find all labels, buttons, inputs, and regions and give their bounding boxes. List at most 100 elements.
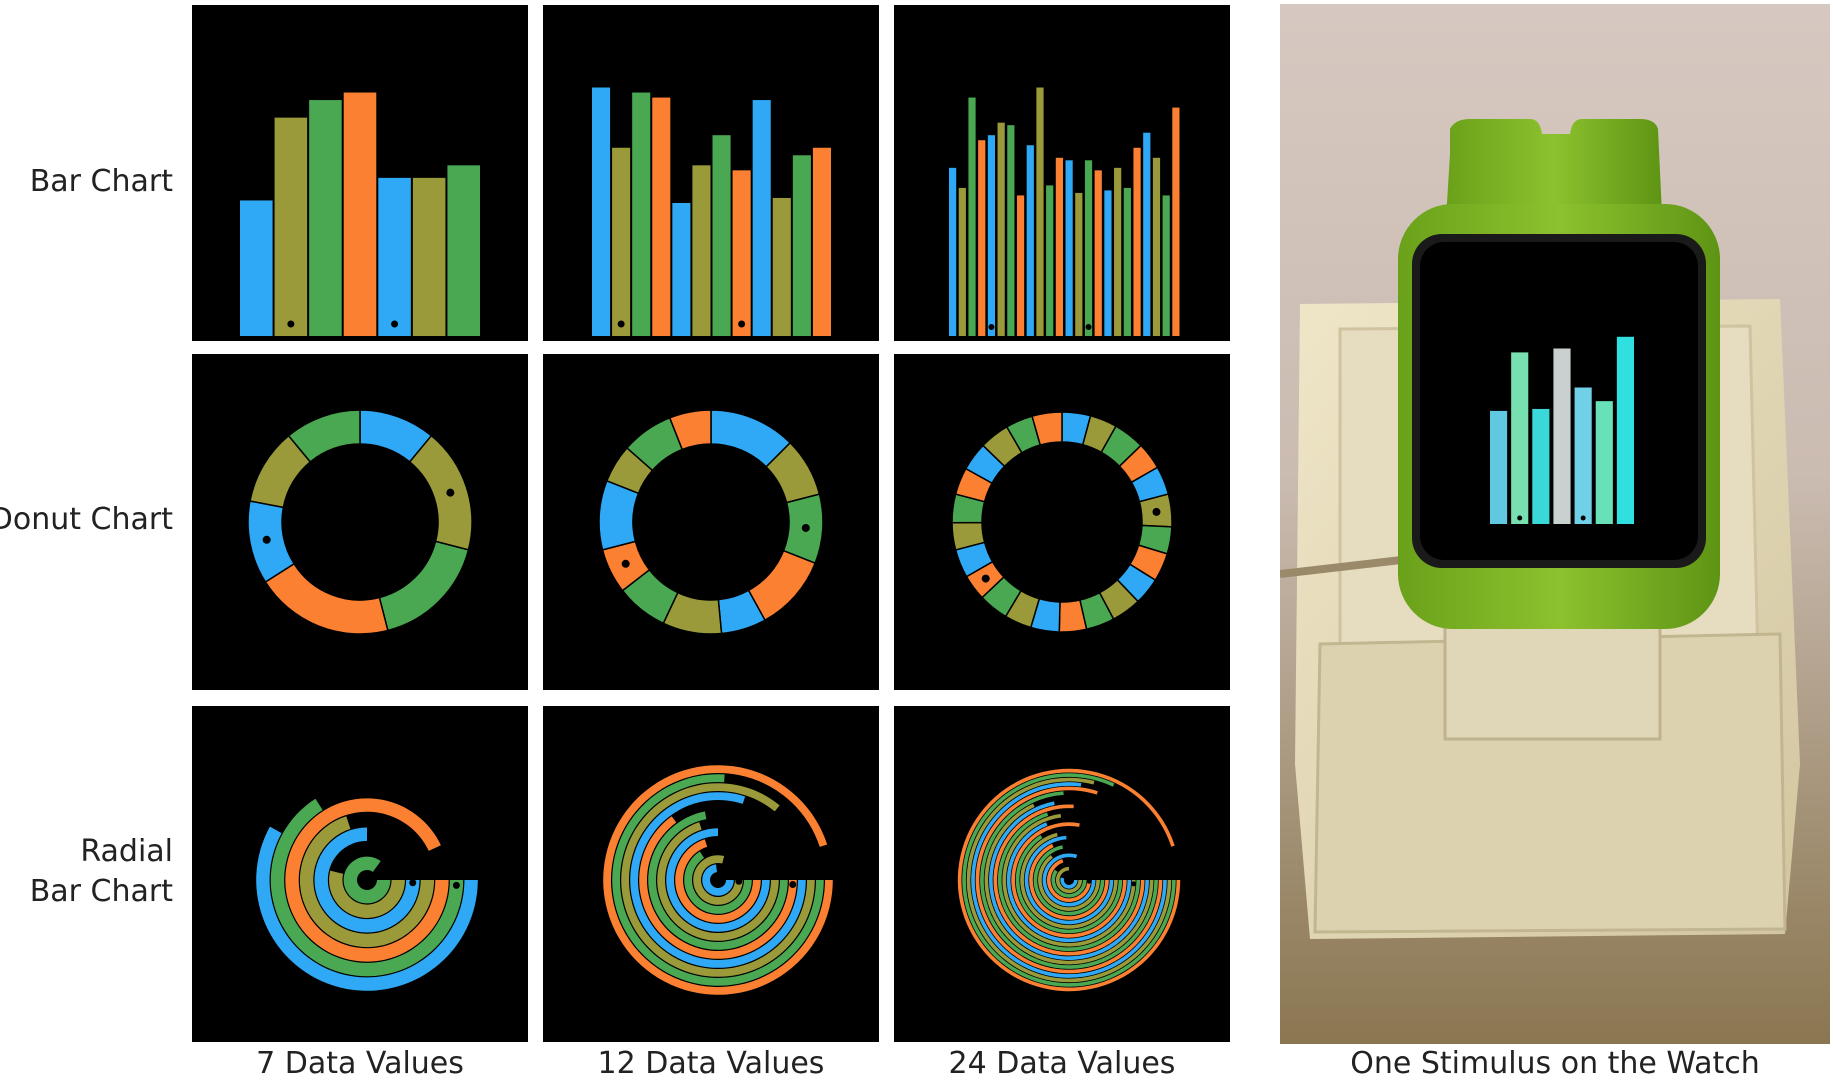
bar-9: [752, 100, 771, 336]
marker-dot: [391, 320, 399, 328]
donut-segment-3: [378, 540, 470, 632]
bar-11: [792, 155, 811, 336]
donut-chart-12: [543, 354, 879, 690]
bar-13: [1065, 160, 1073, 336]
bar-3: [632, 92, 651, 336]
marker-dot: [1131, 881, 1137, 887]
bar-7: [1007, 125, 1015, 336]
watch-chart: [1490, 336, 1634, 524]
bar-5: [672, 202, 691, 336]
watch-bar-4: [1553, 348, 1571, 524]
donut-segment-24: [1031, 411, 1063, 446]
col-label-7: 7 Data Values: [256, 1046, 464, 1081]
marker-dot: [801, 523, 810, 532]
radial-bar-2: [693, 855, 743, 905]
bar-8: [1016, 195, 1025, 336]
bar-8: [732, 170, 751, 336]
marker-dot: [452, 881, 460, 889]
watch-bar-5: [1574, 387, 1592, 524]
radial-bar-1: [343, 856, 391, 904]
marker-dot: [617, 320, 625, 328]
bar-15: [1084, 160, 1093, 336]
bar-chart-7: [192, 5, 528, 341]
radial-bar-1: [1060, 877, 1078, 889]
watch-bar-7: [1616, 336, 1634, 524]
radial-bar-2: [1055, 866, 1083, 894]
watch-caption: One Stimulus on the Watch: [1350, 1046, 1760, 1081]
bar-1: [592, 87, 611, 336]
bar-5: [987, 135, 996, 336]
bar-6: [692, 165, 711, 336]
bar-10: [1036, 87, 1044, 336]
marker-dot: [446, 488, 455, 497]
marker-dot: [1085, 324, 1092, 330]
donut-chart-24: [894, 354, 1230, 690]
marker-dot: [789, 880, 797, 888]
bar-20: [1133, 147, 1141, 336]
bar-11: [1046, 185, 1054, 336]
bar-23: [1162, 195, 1170, 336]
donut-segment-4: [264, 562, 389, 635]
col-label-12: 12 Data Values: [597, 1046, 825, 1081]
radial-bar-chart-7: [192, 706, 528, 1042]
marker-dot: [981, 574, 990, 583]
bar-1: [949, 167, 957, 336]
donut-segment-12: [668, 409, 712, 451]
radial-bar-22: [966, 777, 1172, 983]
bar-22: [1152, 157, 1161, 336]
bar-9: [1026, 145, 1034, 336]
marker-dot: [735, 877, 743, 885]
bar-4: [343, 92, 377, 336]
radial-bar-chart-12: [543, 706, 879, 1042]
charging-cable: [1280, 555, 1411, 578]
marker-dot: [1152, 507, 1161, 516]
radial-bar-1: [702, 864, 734, 896]
bar-chart-24: [894, 5, 1230, 341]
bar-6: [412, 177, 446, 336]
bar-17: [1104, 190, 1112, 336]
marker-dot: [988, 324, 995, 330]
row-label-radial-line1: Radial: [80, 834, 173, 869]
watch-bar-1: [1490, 410, 1508, 524]
bar-19: [1123, 187, 1131, 336]
bar-4: [652, 97, 671, 336]
donut-segment-2: [408, 434, 473, 551]
radial-bar-9: [630, 792, 806, 968]
bar-24: [1172, 107, 1180, 336]
bar-4: [978, 140, 986, 336]
bar-1: [240, 200, 273, 336]
bar-12: [812, 147, 831, 336]
donut-chart-7: [192, 354, 528, 690]
bar-2: [612, 147, 631, 336]
marker-dot: [738, 320, 746, 328]
bar-10: [772, 197, 791, 336]
bar-2: [274, 117, 308, 336]
watch-photo: [1280, 4, 1830, 1044]
marker-dot: [287, 320, 295, 328]
marker-dot: [1580, 515, 1586, 521]
radial-bar-2: [329, 870, 405, 918]
bar-7: [447, 165, 480, 336]
bar-3: [968, 97, 976, 336]
marker-dot: [262, 535, 271, 544]
bar-21: [1143, 132, 1151, 336]
row-label-radial-line2: Bar Chart: [29, 874, 173, 909]
marker-dot: [1517, 515, 1523, 521]
bar-6: [997, 122, 1005, 337]
bar-7: [712, 135, 731, 336]
marker-dot: [1086, 878, 1092, 884]
radial-bar-3: [1051, 869, 1087, 898]
bar-5: [378, 177, 411, 336]
watch-band-bottom: [1443, 622, 1662, 741]
radial-bar-9: [1024, 835, 1114, 925]
watch-bar-2: [1511, 352, 1529, 524]
row-label-bar-chart: Bar Chart: [29, 164, 173, 199]
radial-bar-19: [980, 791, 1158, 969]
radial-bar-12: [1011, 822, 1127, 938]
watch-band-top: [1446, 119, 1662, 219]
donut-segment-7: [287, 409, 361, 463]
bar-14: [1075, 192, 1083, 336]
row-label-donut-chart: Donut Chart: [0, 502, 173, 537]
bar-2: [958, 187, 966, 336]
bar-chart-12: [543, 5, 879, 341]
